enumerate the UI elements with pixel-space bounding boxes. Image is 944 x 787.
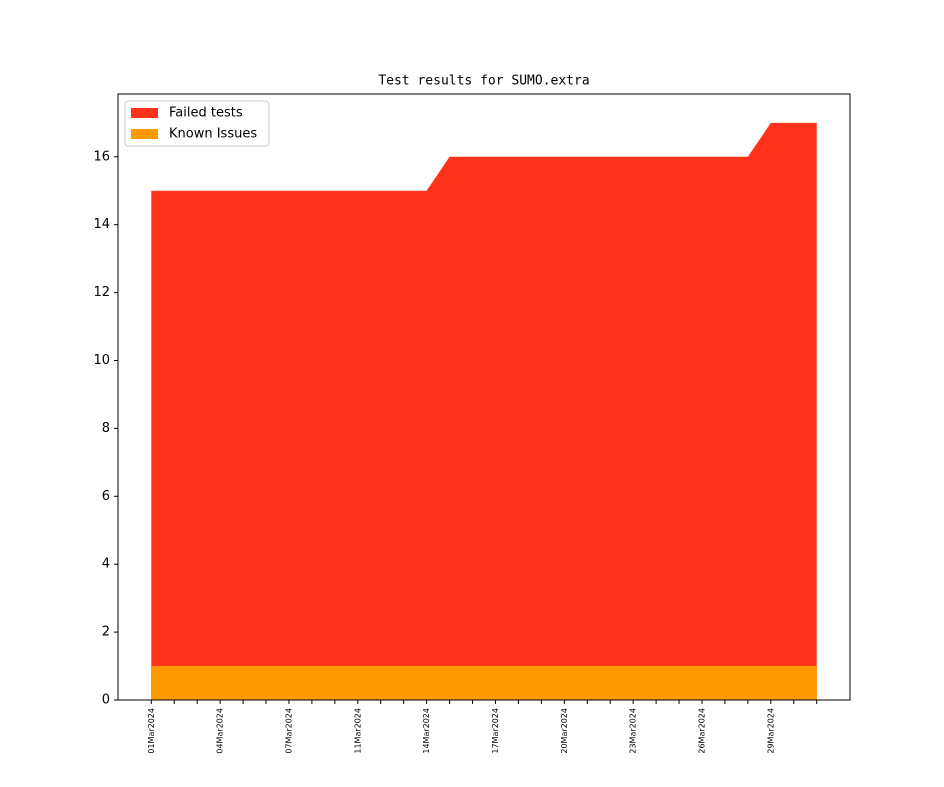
x-tick-label: 26Mar2024 [697,708,706,754]
y-tick-label: 8 [102,421,110,436]
y-tick-label: 0 [102,693,110,708]
x-tick-label: 29Mar2024 [766,708,775,754]
area [151,666,817,700]
x-tick-label: 11Mar2024 [353,708,362,754]
y-tick-label: 10 [93,353,110,368]
x-tick-label: 07Mar2024 [284,708,293,754]
y-tick-label: 6 [102,489,110,504]
legend: Failed tests Known Issues [124,100,270,147]
y-tick-label: 16 [93,149,110,164]
legend-label: Failed tests [169,106,243,121]
plot-frame [117,93,851,701]
x-tick-label: 23Mar2024 [629,708,638,754]
legend-box [124,100,270,147]
x-tick-label: 04Mar2024 [216,708,225,754]
x-tick-label: 20Mar2024 [560,708,569,754]
legend-swatch [131,129,158,139]
legend-swatch [131,108,158,118]
y-tick-label: 12 [93,285,110,300]
y-tick-label: 14 [93,217,110,232]
y-tick-label: 2 [102,625,110,640]
y-tick-label: 4 [102,557,110,572]
chart-title: Test results for SUMO.extra [378,74,589,89]
x-tick-label: 14Mar2024 [422,708,431,754]
x-tick-label: 17Mar2024 [491,708,500,754]
legend-label: Known Issues [169,127,257,142]
area [151,122,817,701]
x-tick-label: 01Mar2024 [147,708,156,754]
